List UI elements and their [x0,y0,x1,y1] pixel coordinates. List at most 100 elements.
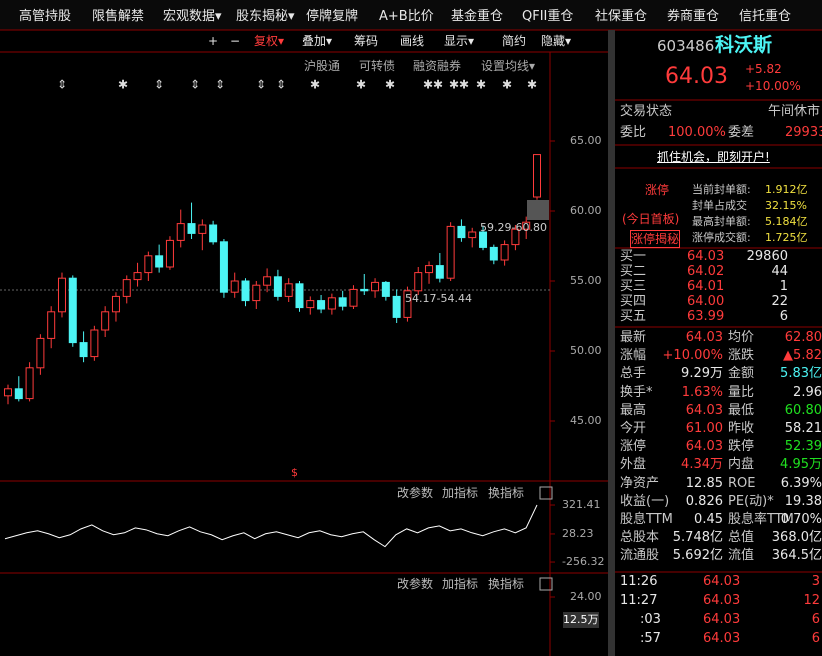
stat-label: 净资产 [620,475,660,491]
candle-body [500,244,509,261]
menu-item[interactable]: 股东揭秘▾ [236,9,295,24]
stat-label: 流值 [728,548,755,564]
scrollbar[interactable] [608,30,615,656]
toolbar-button[interactable]: 简约 [502,34,527,48]
promo-link[interactable]: 抓住机会，即刻开户! [657,150,770,164]
toolbar-button[interactable]: 隐藏▾ [541,34,572,48]
candle-body [111,295,120,313]
candle-body [187,223,196,234]
trade-price: 64.03 [703,631,741,646]
limit-value: 1.725亿 [765,231,808,244]
price-change: +5.82 [745,62,782,76]
svg-text:✱✱: ✱✱ [449,78,469,92]
indicator-button[interactable]: 改参数 [397,577,434,591]
indicator-button[interactable]: 加指标 [442,577,479,591]
stat-label: 总手 [620,366,647,382]
candle-body [522,221,531,230]
stat-value: 0.45 [694,512,723,527]
price-change-pct: +10.00% [745,79,801,93]
candle-body [14,388,23,400]
candle-body [219,241,228,293]
event-markers: ⇕ ✱ ⇕ ⇕ ⇕ ⇕ ⇕ ✱ ✱ ✱ ✱✱ ✱✱ ✱ ✱ ✱ [57,78,537,92]
trade-volume: 6 [811,631,820,646]
toolbar-button[interactable]: 复权▾ [254,34,285,48]
candle-body [263,276,272,286]
event-marker: $ [291,466,298,479]
candle-body [403,290,412,318]
menu-item[interactable]: 宏观数据▾ [163,9,222,24]
stat-label: 外盘 [620,457,647,473]
y-tick-label: -256.32 [562,555,605,569]
menu-item[interactable]: 社保重仓 [595,9,648,24]
close-button[interactable] [539,577,553,591]
menu-item[interactable]: 券商重仓 [667,9,720,24]
limit-label: 最高封单额: [692,215,751,228]
stat-value: 0.826 [685,493,723,509]
stat-value: 9.29万 [681,366,723,382]
candle-body [57,277,66,313]
sub-button[interactable]: 沪股通 [304,59,341,73]
toolbar-button[interactable]: 画线 [400,34,425,48]
indicator-button[interactable]: 加指标 [442,486,479,500]
toolbar-button[interactable]: + [208,34,219,48]
book-price: 64.03 [687,249,725,264]
toolbar-button[interactable]: − [230,34,241,48]
y-tick-label: 55.00 [570,274,602,287]
sub-button[interactable]: 可转债 [359,59,396,73]
svg-text:⇕: ⇕ [276,78,286,92]
indicator-line [4,504,538,548]
stat-value: 64.03 [685,439,723,455]
candle-body [176,223,185,241]
candle-body [295,283,304,309]
indicator-button[interactable]: 改参数 [397,486,434,500]
close-button[interactable] [539,486,553,500]
candle-body [284,283,293,297]
stat-label: 内盘 [728,457,755,473]
stat-value: 62.80 [784,330,822,345]
y-tick-label: 24.00 [570,590,602,603]
price-annotation: 59.29-60.80 [480,221,547,234]
limit-button[interactable]: 涨停揭秘 [630,230,681,248]
menu-item[interactable]: QFII重仓 [522,9,574,24]
y-tick-label: 321.41 [562,498,601,512]
stat-value: 12.85 [685,475,723,491]
menu-item[interactable]: 信托重仓 [739,9,792,24]
indicator-button[interactable]: 换指标 [488,577,525,591]
price-annotation: 54.17-54.44 [405,292,472,305]
stat-label: 金额 [728,366,755,382]
menu-item[interactable]: 限售解禁 [92,9,145,24]
sub-button[interactable]: 设置均线▾ [481,59,536,73]
toolbar-button[interactable]: 叠加▾ [302,34,333,48]
candle-body [144,255,153,274]
menu-item[interactable]: 基金重仓 [451,9,504,24]
y-tick-label: 50.00 [570,344,602,357]
trade-volume: 12 [803,593,820,608]
limit-label: 封单占成交 [692,199,747,212]
indicator-button[interactable]: 换指标 [488,486,525,500]
stat-label: 昨收 [728,421,755,436]
book-volume: 29860 [746,249,788,264]
book-volume: 6 [779,309,788,324]
stat-value: 2.96 [793,384,822,400]
candle-body [241,280,250,302]
candle-body [317,300,326,310]
menu-item[interactable]: 停牌复牌 [306,9,359,24]
stat-label: 股息率TTM [728,512,794,527]
sub-button[interactable]: 融资融券 [413,59,462,73]
candle-body [198,224,207,234]
toolbar-button[interactable]: 筹码 [354,34,379,48]
book-label: 买一 [620,249,647,264]
menu-item[interactable]: A+B比价 [379,9,434,24]
field-label: 委差 [728,125,755,140]
menu-item[interactable]: 高管持股 [19,9,72,24]
toolbar-button[interactable]: 显示▾ [444,34,475,48]
stat-label: 量比 [728,384,755,400]
stat-value: 60.80 [784,402,822,418]
stat-value: 19.38 [784,493,822,509]
stat-label: 总股本 [620,530,660,546]
stat-label: 今开 [620,421,647,436]
candle-body [349,288,358,307]
candle-body [414,272,423,292]
